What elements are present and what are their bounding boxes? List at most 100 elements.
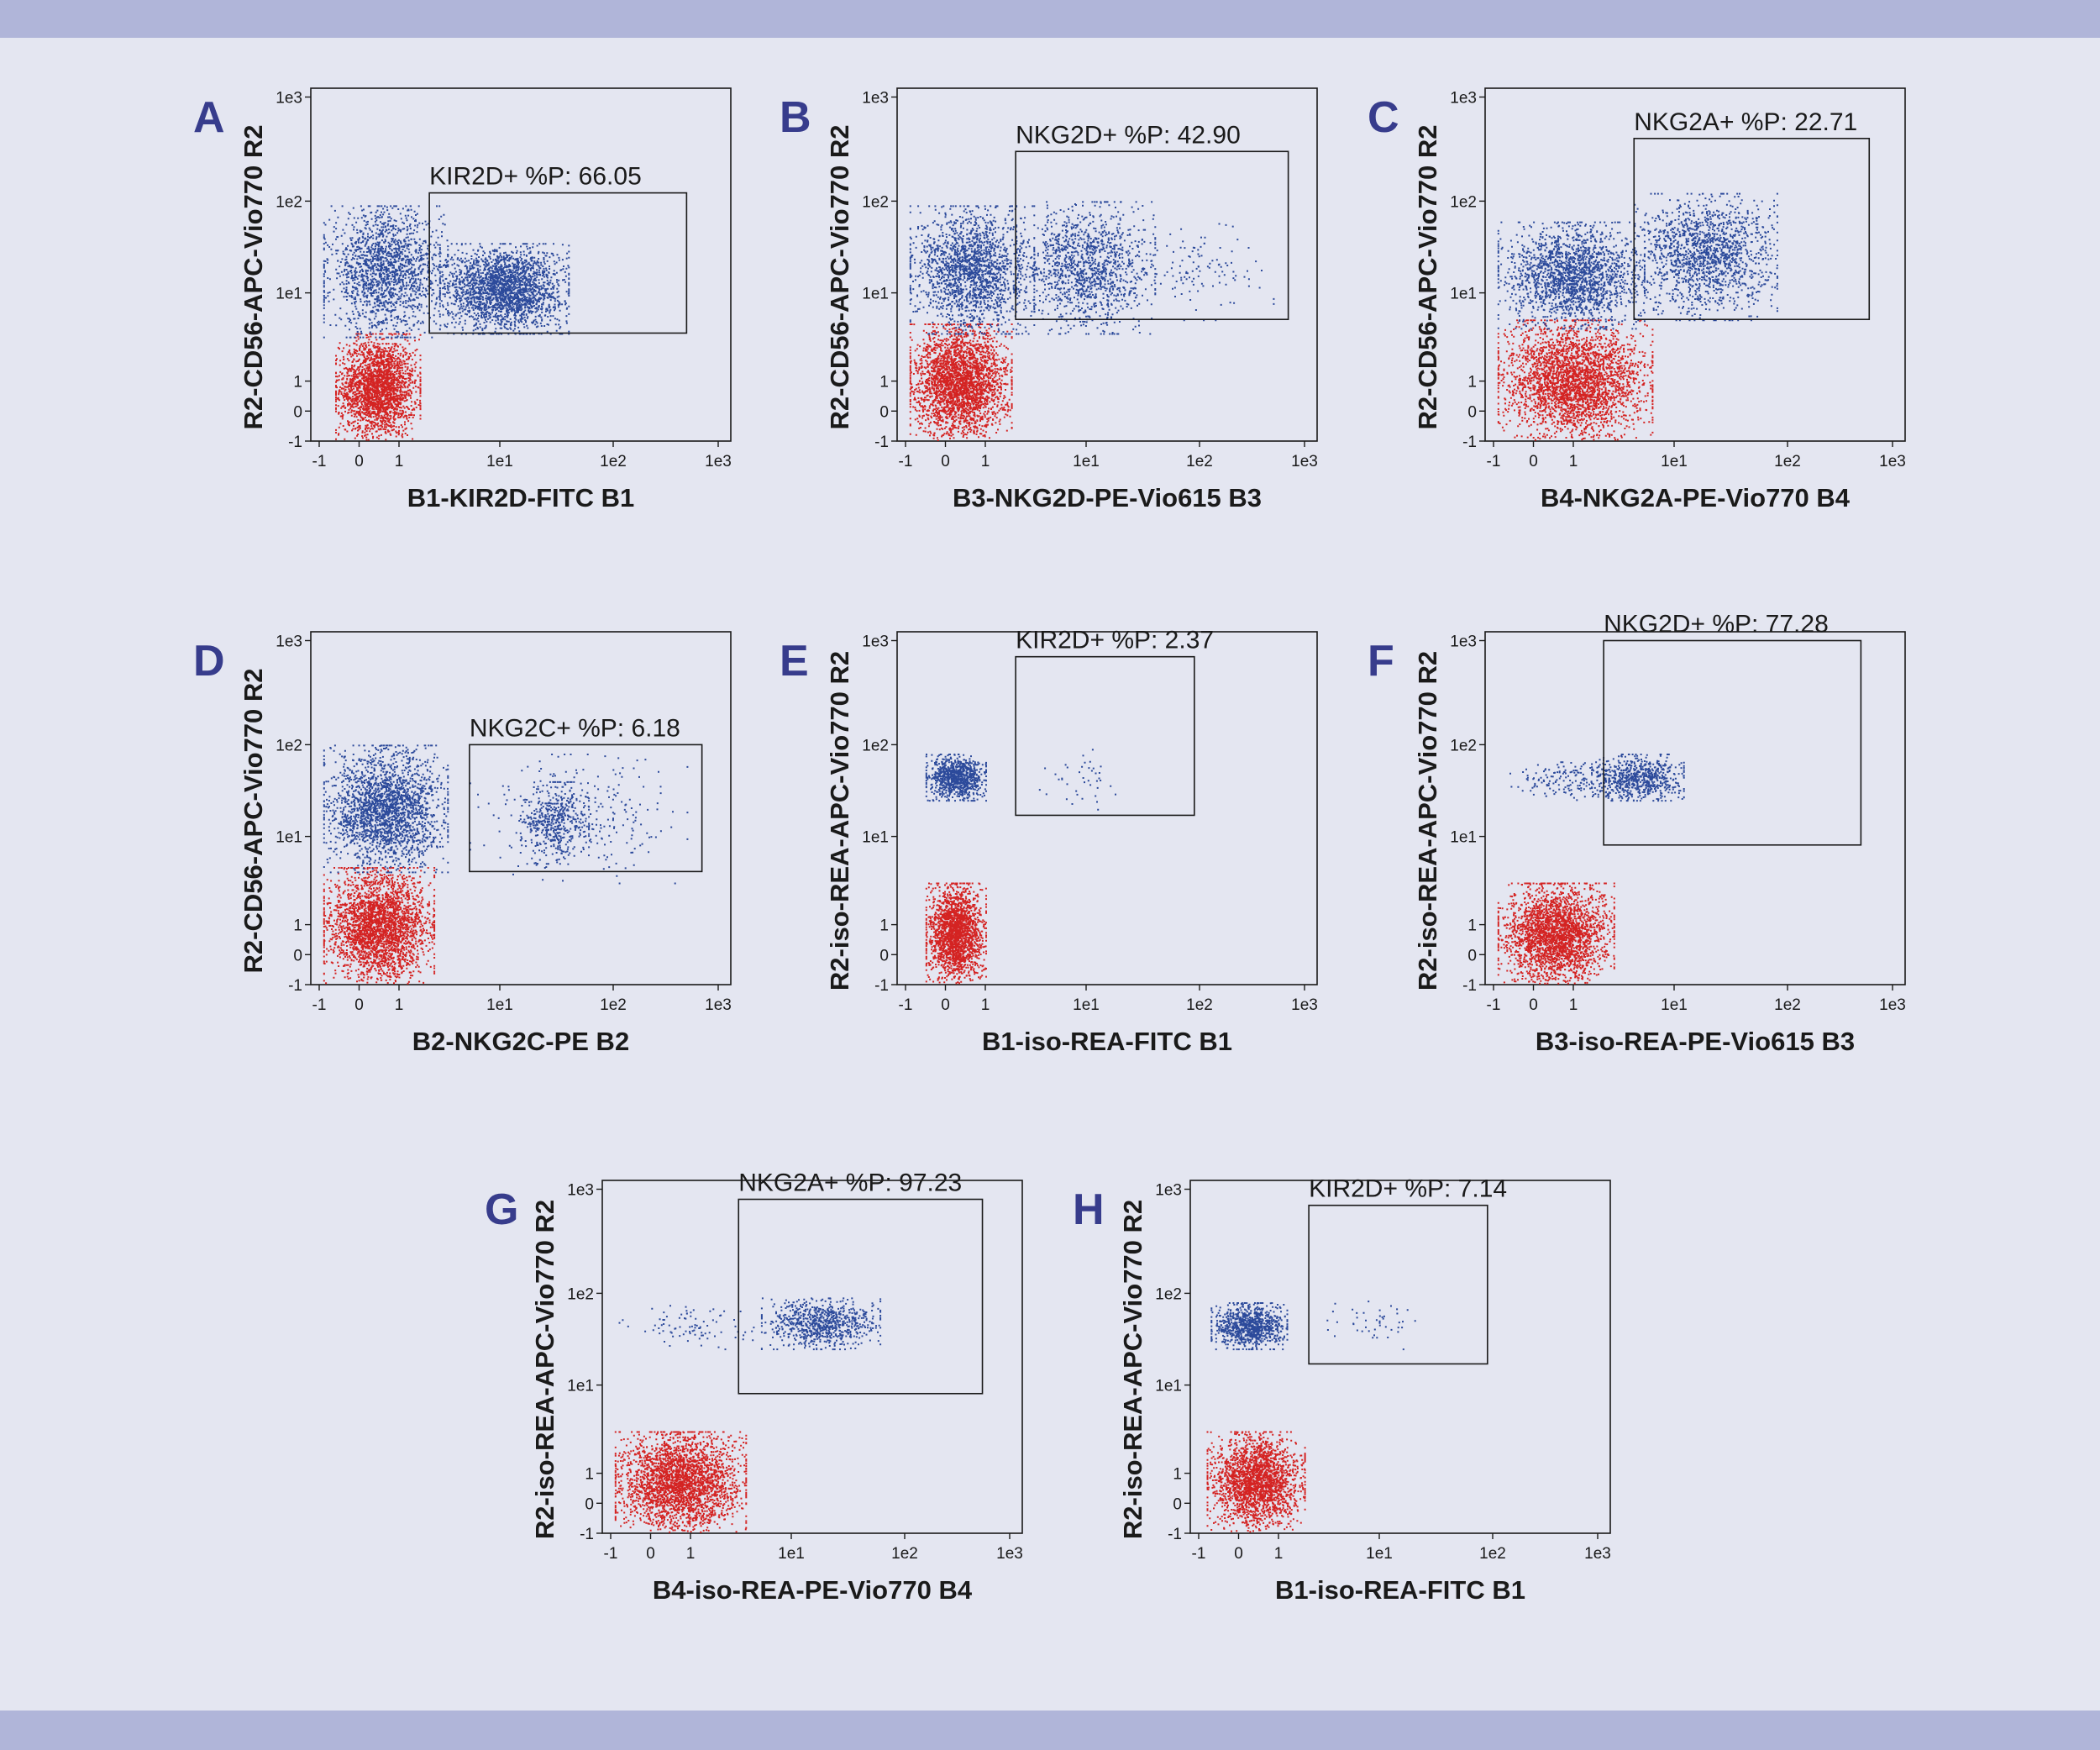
y-tick-label: 1e2: [276, 737, 302, 754]
population-blue: [618, 1305, 763, 1351]
population-blue: [323, 744, 449, 874]
population-red: [925, 882, 987, 985]
y-axis-label: R2-CD56-APC-Vio770 R2: [239, 669, 268, 974]
y-axis-label: R2-iso-REA-APC-Vio770 R2: [530, 1200, 559, 1539]
y-tick-label: 1e2: [276, 193, 302, 211]
y-tick-label: 1e3: [1155, 1182, 1182, 1200]
x-tick-label: 1: [686, 1545, 696, 1563]
gate-label: NKG2C+ %P: 6.18: [470, 714, 680, 742]
population-blue: [1509, 759, 1624, 801]
population-red: [614, 1431, 748, 1533]
y-tick-label: -1: [874, 977, 889, 995]
population-blue: [1497, 221, 1646, 330]
y-tick-label: 1e1: [1450, 829, 1477, 847]
panel-f: NKG2D+ %P: 77.28 -1 0 1 1e1 1e2 1e3 -1 0 1 1e1 1e2 1…: [1368, 611, 1906, 1057]
y-axis-label: R2-CD56-APC-Vio770 R2: [239, 125, 268, 430]
x-tick-label: 1e3: [996, 1545, 1023, 1563]
x-tick-label: 1e3: [1291, 996, 1318, 1014]
y-axis-label: R2-CD56-APC-Vio770 R2: [1413, 125, 1442, 430]
x-tick-label: 1: [1569, 996, 1578, 1014]
gate-rect: [428, 192, 688, 334]
population-red: [1206, 1431, 1306, 1533]
x-tick-label: 1e1: [486, 453, 513, 470]
panel-letter: F: [1368, 637, 1394, 686]
x-tick-label: -1: [1487, 996, 1501, 1014]
population-red: [1497, 882, 1615, 985]
x-tick-label: -1: [899, 996, 913, 1014]
x-tick-label: 1e2: [1186, 996, 1213, 1014]
x-tick-label: 1e1: [1073, 453, 1100, 470]
x-tick-label: 0: [941, 453, 950, 470]
panel-d: NKG2C+ %P: 6.18 -1 0 1 1e1 1e2 1e3 -1 0 1 1e1 1e2 1e…: [193, 631, 732, 1056]
gate-label: KIR2D+ %P: 7.14: [1309, 1175, 1507, 1203]
y-tick-label: 1e2: [862, 193, 889, 211]
y-tick-label: 1e2: [862, 737, 889, 754]
y-axis-label: R2-iso-REA-APC-Vio770 R2: [1413, 651, 1442, 991]
y-tick-label: 1e1: [567, 1378, 594, 1395]
y-tick-label: 1: [1467, 917, 1477, 935]
x-axis-label: B1-iso-REA-FITC B1: [1275, 1575, 1525, 1605]
x-axis-label: B3-iso-REA-PE-Vio615 B3: [1536, 1027, 1855, 1056]
x-tick-label: 0: [354, 996, 364, 1014]
y-tick-label: 1e1: [1155, 1378, 1182, 1395]
y-tick-label: 1: [879, 374, 889, 392]
y-tick-label: -1: [874, 434, 889, 451]
y-tick-label: -1: [288, 434, 302, 451]
y-tick-label: 0: [1467, 947, 1477, 964]
x-tick-label: 1e2: [1774, 996, 1801, 1014]
x-tick-label: 1e1: [1661, 996, 1688, 1014]
y-axis-label: R2-iso-REA-APC-Vio770 R2: [825, 651, 854, 991]
y-tick-label: 0: [879, 403, 889, 421]
x-axis-label: B4-iso-REA-PE-Vio770 B4: [653, 1575, 973, 1605]
x-tick-label: -1: [1192, 1545, 1206, 1563]
y-tick-label: 1e2: [1450, 737, 1477, 754]
gate-label: KIR2D+ %P: 66.05: [429, 163, 642, 191]
population-blue: [760, 1297, 882, 1351]
panel-letter: E: [780, 637, 809, 686]
gate-label: KIR2D+ %P: 2.37: [1016, 627, 1214, 654]
population-blue: [469, 754, 689, 885]
y-tick-label: 1e3: [862, 90, 889, 108]
plot-frame: [1189, 1180, 1611, 1534]
bottom-band: [0, 1711, 2100, 1750]
plot-frame: [896, 87, 1318, 442]
y-tick-label: -1: [288, 977, 302, 995]
x-tick-label: -1: [312, 996, 327, 1014]
x-tick-label: 0: [1234, 1545, 1243, 1563]
y-tick-label: -1: [580, 1526, 594, 1543]
x-tick-label: 1: [1569, 453, 1578, 470]
y-tick-label: 1e2: [1450, 193, 1477, 211]
x-tick-label: 1e2: [600, 996, 627, 1014]
x-tick-label: 1e2: [1479, 1545, 1506, 1563]
y-tick-label: 1e3: [1450, 90, 1477, 108]
y-tick-label: 1e3: [276, 90, 302, 108]
x-tick-label: 1e2: [891, 1545, 918, 1563]
x-axis-label: B1-iso-REA-FITC B1: [982, 1027, 1232, 1056]
y-tick-label: 1: [1173, 1466, 1182, 1484]
x-tick-label: 1e1: [486, 996, 513, 1014]
x-tick-label: 1e3: [705, 453, 732, 470]
x-tick-label: 1e3: [1879, 453, 1906, 470]
x-tick-label: -1: [312, 453, 327, 470]
y-tick-label: 0: [293, 403, 302, 421]
population-red: [335, 333, 422, 441]
x-axis-label: B1-KIR2D-FITC B1: [407, 483, 634, 512]
plot-frame: [601, 1180, 1023, 1534]
y-tick-label: 0: [1173, 1495, 1182, 1513]
x-tick-label: 1e3: [1584, 1545, 1611, 1563]
population-blue: [909, 205, 1036, 335]
x-tick-label: 0: [354, 453, 364, 470]
population-blue: [1038, 749, 1116, 811]
x-tick-label: 0: [646, 1545, 655, 1563]
x-tick-label: 1e1: [778, 1545, 805, 1563]
x-tick-label: 1e1: [1661, 453, 1688, 470]
population-blue: [323, 205, 449, 339]
plot-frame: [1484, 87, 1906, 442]
x-tick-label: 1: [395, 996, 404, 1014]
x-tick-label: 1: [395, 453, 404, 470]
x-axis-label: B3-NKG2D-PE-Vio615 B3: [953, 483, 1262, 512]
y-tick-label: 1: [585, 1466, 594, 1484]
panel-letter: H: [1073, 1185, 1105, 1234]
panel-letter: A: [193, 93, 225, 142]
